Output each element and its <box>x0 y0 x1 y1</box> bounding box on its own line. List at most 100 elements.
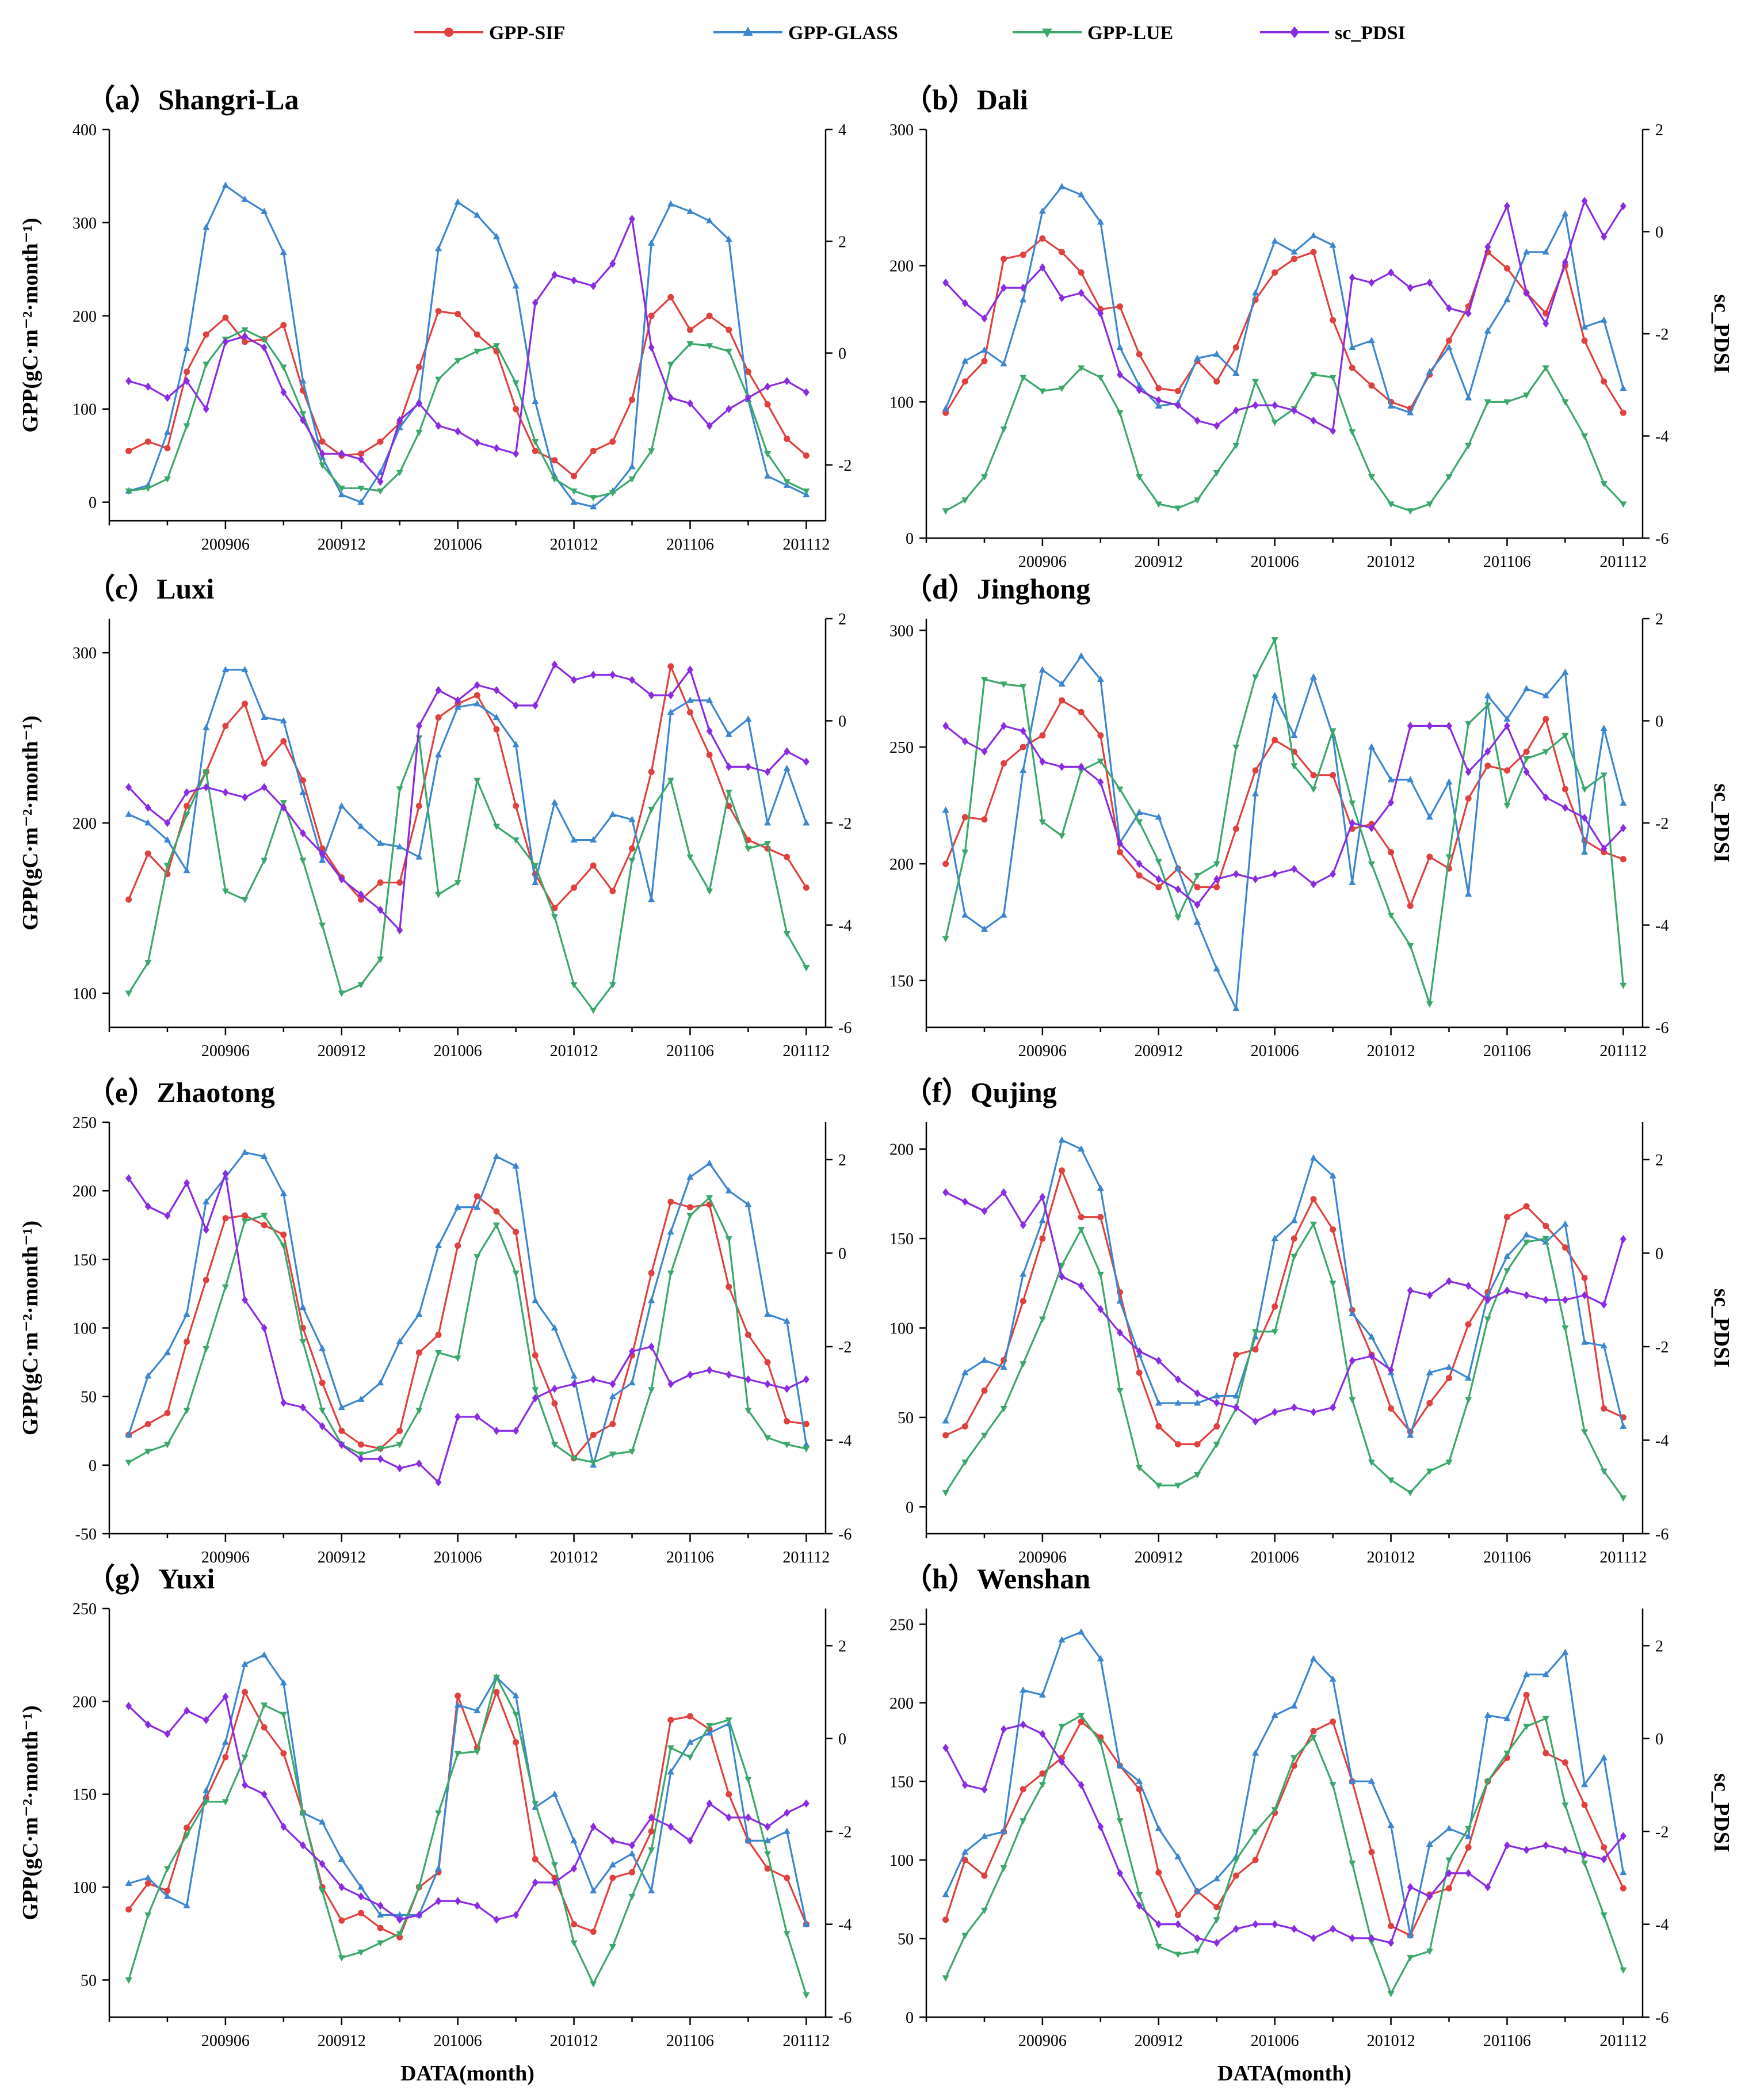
y2-tick-label: -2 <box>838 457 852 475</box>
point-lue <box>1194 1472 1201 1479</box>
point-lue <box>1309 1735 1318 1741</box>
point-sif <box>1252 1346 1259 1353</box>
series-lue <box>942 1713 1627 1998</box>
x-tick-label: 200912 <box>1135 1549 1183 1567</box>
point-glass <box>1387 1821 1395 1828</box>
point-glass <box>1542 692 1549 699</box>
point-glass <box>357 822 365 829</box>
y-tick-label: 100 <box>72 985 97 1003</box>
point-sif <box>981 1387 988 1394</box>
point-sif <box>942 1916 949 1923</box>
point-sif <box>1310 249 1317 256</box>
point-sif <box>1543 310 1549 317</box>
point-sif <box>1291 256 1297 262</box>
point-lue <box>648 448 655 455</box>
point-glass <box>319 1344 326 1351</box>
point-glass <box>338 1855 345 1862</box>
point-glass <box>1116 1762 1124 1769</box>
point-glass <box>492 1152 501 1159</box>
point-pdsi <box>1523 1846 1530 1854</box>
point-glass <box>183 1901 190 1908</box>
point-pdsi <box>1155 1356 1162 1365</box>
series-pdsi <box>942 197 1627 435</box>
point-sif <box>1059 249 1066 256</box>
point-lue <box>1581 1860 1589 1867</box>
point-lue <box>1155 1482 1162 1489</box>
point-glass <box>1232 1392 1240 1399</box>
y2-tick-label: -2 <box>838 1339 852 1356</box>
point-glass <box>1020 296 1027 303</box>
point-sif <box>299 777 306 784</box>
point-glass <box>454 198 461 205</box>
point-lue <box>1329 728 1337 735</box>
point-lue <box>434 1350 442 1356</box>
point-glass <box>1309 673 1318 680</box>
y2-tick-label: 2 <box>1655 121 1663 139</box>
point-pdsi <box>686 1836 693 1845</box>
x-tick-label: 200912 <box>318 1042 366 1060</box>
point-lue <box>725 1717 732 1724</box>
point-glass <box>961 1369 969 1375</box>
point-glass <box>1116 1297 1124 1304</box>
point-pdsi <box>1001 1725 1007 1733</box>
point-pdsi <box>1039 1192 1046 1202</box>
point-lue <box>1174 1952 1182 1958</box>
point-lue <box>590 1981 597 1988</box>
y2-tick-label: -4 <box>838 917 852 935</box>
point-sif <box>686 1204 693 1211</box>
point-glass <box>261 713 268 720</box>
point-glass <box>1407 409 1414 416</box>
point-glass <box>1484 1712 1491 1718</box>
point-sif <box>1136 351 1143 357</box>
point-sif <box>1465 795 1472 802</box>
y-tick-label: 100 <box>72 401 97 419</box>
point-sif <box>1503 767 1510 774</box>
y-tick-label: 300 <box>889 622 914 640</box>
point-pdsi <box>1194 1389 1201 1398</box>
x-axis-label: DATA(month) <box>400 2061 534 2086</box>
point-pdsi <box>1503 201 1510 211</box>
point-sif <box>609 1874 616 1881</box>
point-pdsi <box>493 1915 500 1924</box>
point-sif <box>144 438 151 445</box>
point-glass <box>1194 1887 1201 1894</box>
point-pdsi <box>1407 1286 1414 1295</box>
point-sif <box>1330 772 1337 779</box>
point-pdsi <box>571 1864 578 1873</box>
point-lue <box>512 837 520 844</box>
point-sif <box>667 1717 674 1724</box>
y2-tick-label: 0 <box>838 1731 846 1748</box>
point-pdsi <box>744 394 751 402</box>
point-pdsi <box>164 1211 171 1220</box>
point-lue <box>648 1847 655 1854</box>
point-sif <box>1232 1872 1239 1879</box>
point-lue <box>1600 481 1608 487</box>
point-lue <box>1194 1948 1201 1955</box>
point-pdsi <box>784 747 791 756</box>
point-sif <box>222 314 229 321</box>
point-pdsi <box>590 1823 597 1831</box>
point-glass <box>125 1880 132 1886</box>
point-glass <box>338 802 345 809</box>
point-glass <box>1251 790 1259 796</box>
point-sif <box>242 1212 249 1219</box>
point-lue <box>590 1459 597 1466</box>
point-lue <box>803 488 810 495</box>
point-pdsi <box>1291 1924 1297 1933</box>
point-glass <box>628 1379 636 1386</box>
point-lue <box>183 811 190 818</box>
point-pdsi <box>1503 1841 1510 1850</box>
x-tick-label: 201112 <box>1599 1042 1647 1060</box>
point-pdsi <box>942 722 949 730</box>
series-glass <box>125 666 810 902</box>
x-tick-label: 200906 <box>1018 553 1067 571</box>
legend-item-sif: GPP-SIF <box>414 22 565 44</box>
point-sif <box>609 887 616 894</box>
point-lue <box>1407 1954 1414 1961</box>
point-pdsi <box>1426 722 1433 730</box>
point-pdsi <box>357 1892 364 1901</box>
panel-title: （c）Luxi <box>86 573 214 605</box>
point-pdsi <box>242 793 249 802</box>
point-glass <box>125 810 132 817</box>
